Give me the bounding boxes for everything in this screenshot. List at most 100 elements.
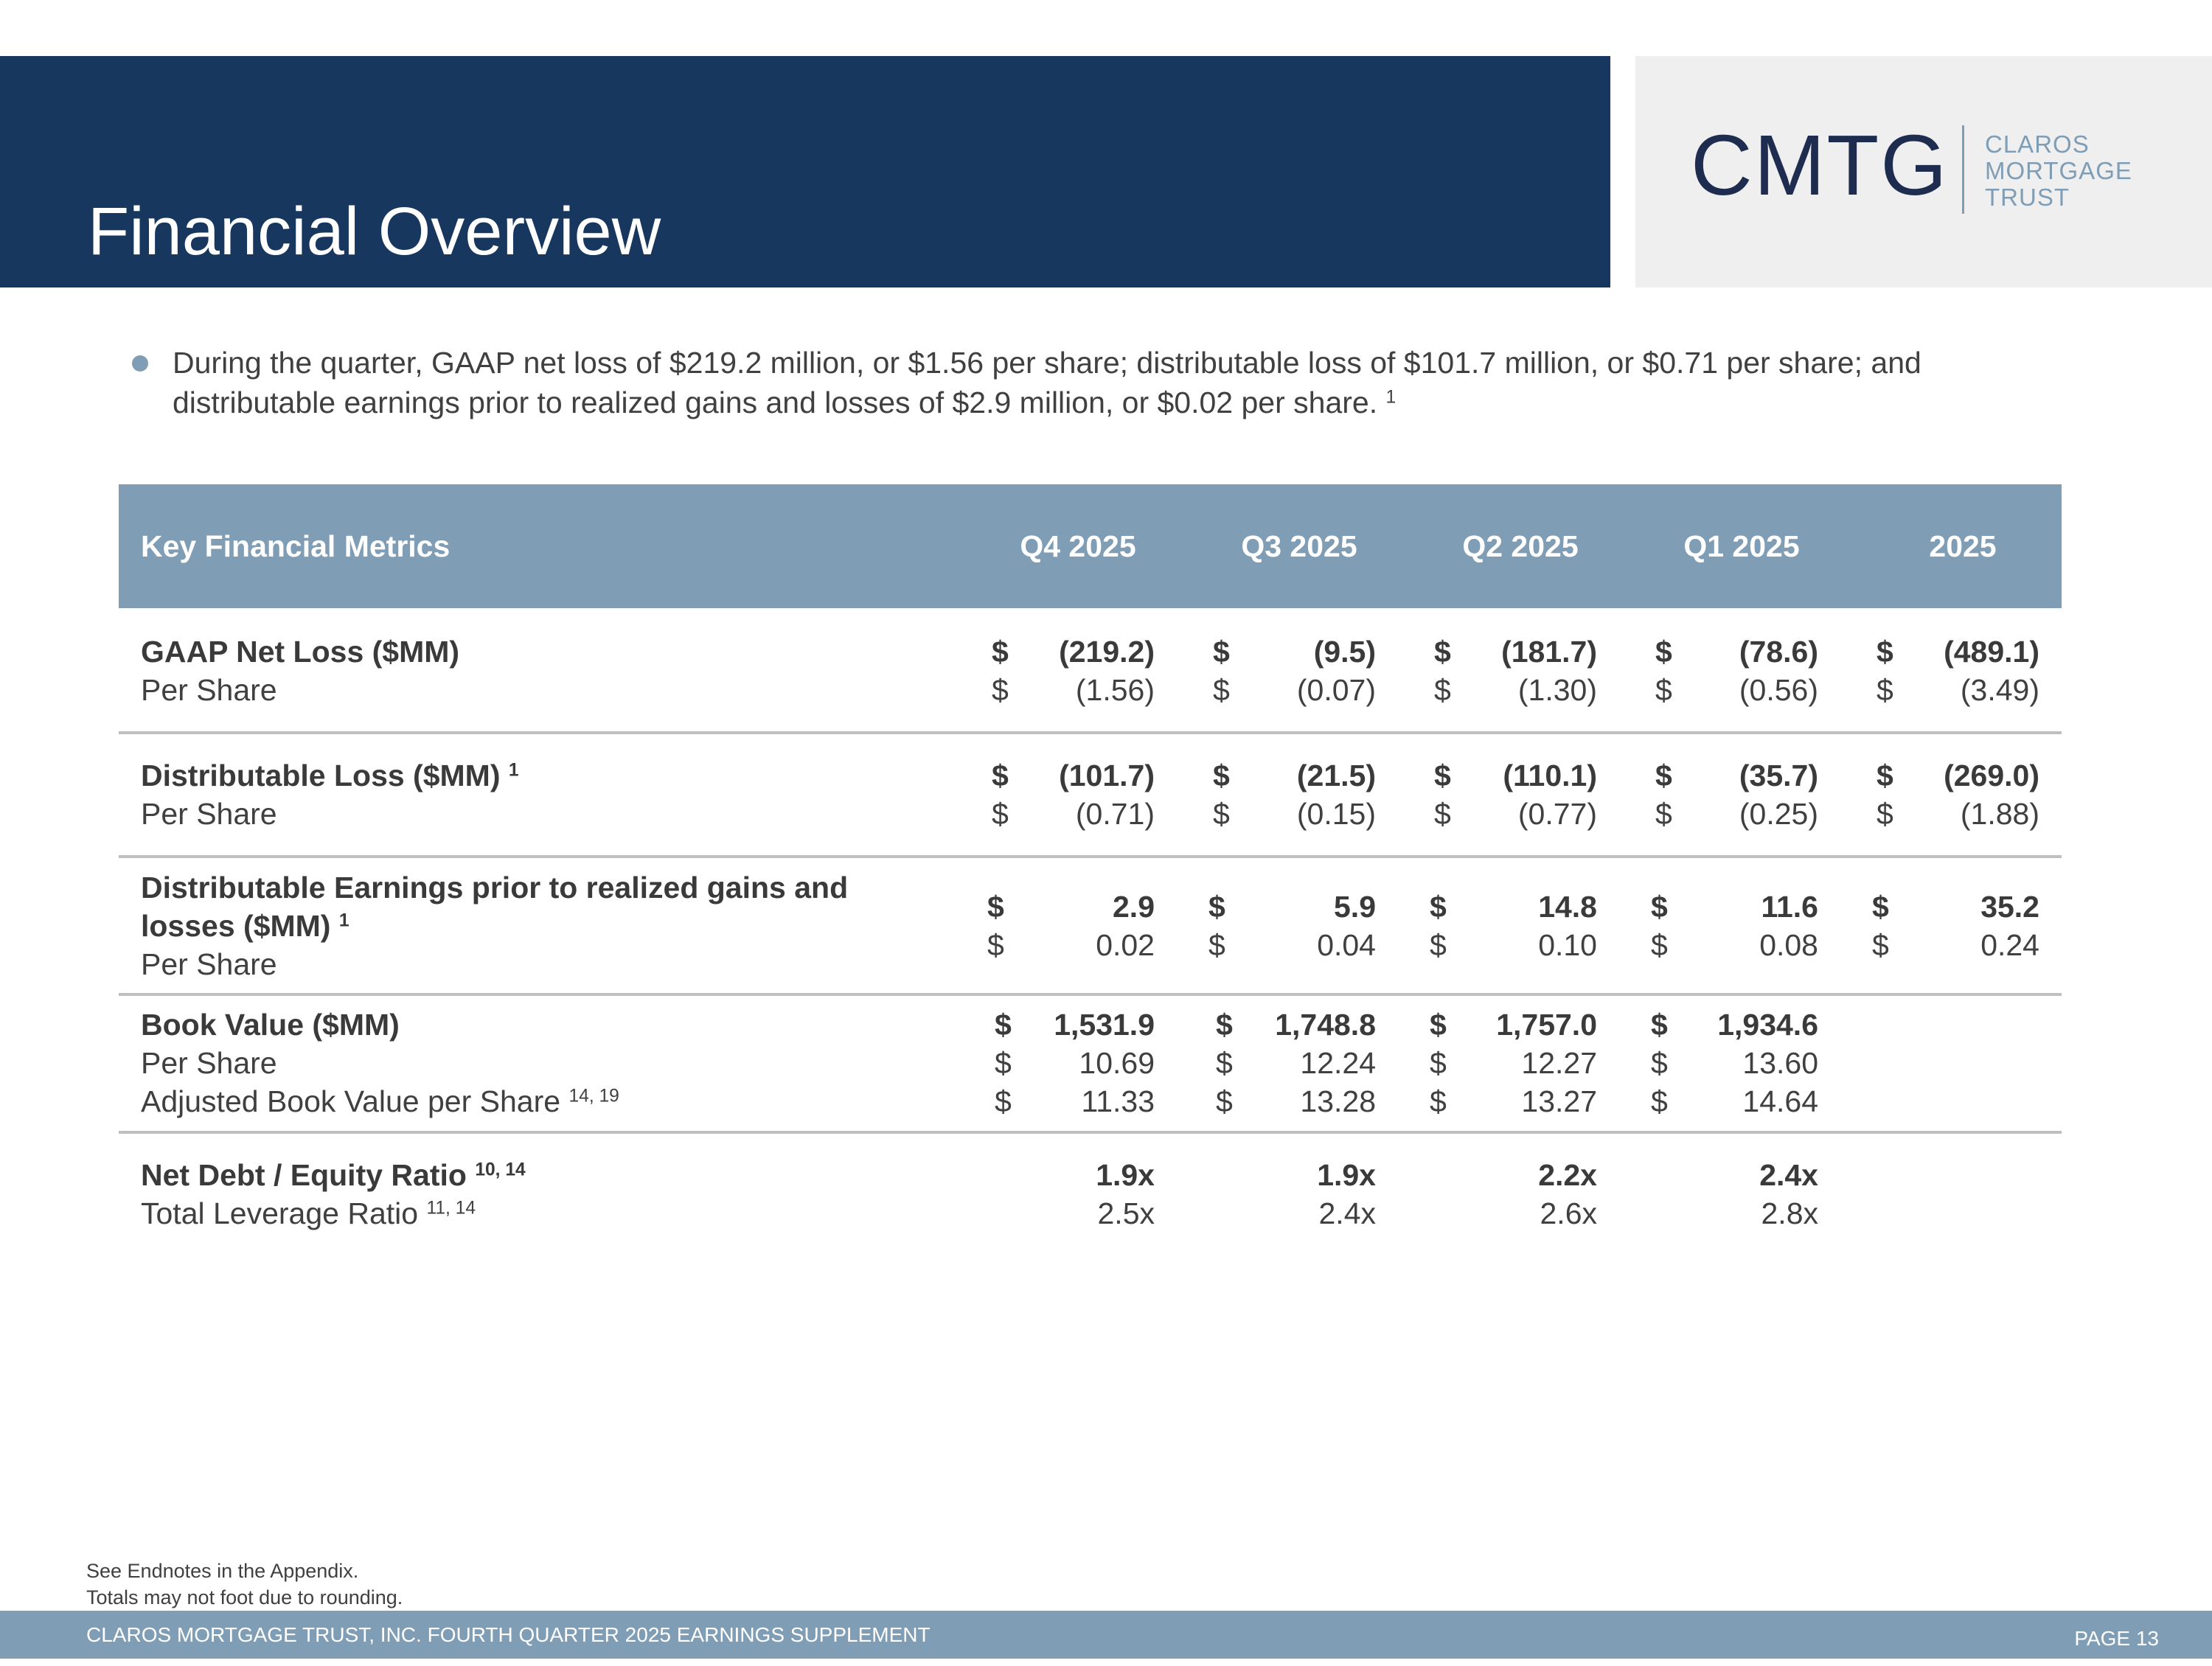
page-title: Financial Overview	[88, 194, 661, 269]
value-cell: (1.56)	[1075, 673, 1155, 707]
company-logo-name: CLAROS MORTGAGE TRUST	[1985, 131, 2132, 211]
value-cell: 12.24	[1300, 1046, 1376, 1080]
rounding-note: Totals may not foot due to rounding.	[86, 1586, 403, 1609]
bullet-icon	[132, 355, 148, 372]
value-cell: 2.8x	[1761, 1196, 1819, 1230]
summary-bullet: During the quarter, GAAP net loss of $21…	[173, 343, 2060, 422]
value-cell: 1,934.6	[1717, 1008, 1818, 1042]
value-cell: (0.71)	[1075, 797, 1155, 831]
value-cell: 0.08	[1759, 928, 1818, 962]
currency-symbol: $	[1877, 673, 1893, 707]
value-cell: (0.07)	[1296, 673, 1376, 707]
summary-text: During the quarter, GAAP net loss of $21…	[173, 346, 1921, 419]
currency-symbol: $	[1872, 928, 1889, 962]
value-cell: 13.60	[1742, 1046, 1818, 1080]
row-label: Adjusted Book Value per Share 14, 19	[141, 1082, 619, 1120]
value-cell: 1.9x	[1317, 1158, 1376, 1192]
currency-symbol: $	[1434, 635, 1451, 669]
value-cell: (0.77)	[1517, 797, 1597, 831]
currency-symbol: $	[1877, 635, 1893, 669]
currency-symbol: $	[995, 1046, 1012, 1080]
row-label-text: Net Debt / Equity Ratio	[141, 1158, 467, 1192]
value-cell: (21.5)	[1296, 759, 1376, 792]
value-cell: (0.25)	[1739, 797, 1818, 831]
currency-symbol: $	[1655, 759, 1672, 792]
footnote-ref: 1	[1385, 387, 1397, 408]
value-cell: (181.7)	[1501, 635, 1597, 669]
currency-symbol: $	[992, 797, 1009, 831]
column-header-q2: Q2 2025	[1462, 529, 1579, 563]
endnotes-note: See Endnotes in the Appendix.	[86, 1560, 359, 1582]
value-cell: 11.6	[1761, 890, 1818, 924]
row-label: Net Debt / Equity Ratio 10, 14	[141, 1156, 526, 1194]
value-cell: (101.7)	[1059, 759, 1155, 792]
currency-symbol: $	[1651, 1008, 1668, 1042]
footnote-ref: 1	[508, 760, 519, 781]
value-cell: 12.27	[1521, 1046, 1597, 1080]
value-cell: 2.6x	[1540, 1196, 1598, 1230]
currency-symbol: $	[1430, 928, 1447, 962]
value-cell: 2.9	[1113, 890, 1155, 924]
value-cell: (489.1)	[1944, 635, 2039, 669]
currency-symbol: $	[995, 1084, 1012, 1118]
currency-symbol: $	[1877, 797, 1893, 831]
column-header-q1: Q1 2025	[1683, 529, 1800, 563]
value-cell: 13.27	[1521, 1084, 1597, 1118]
value-cell: 14.64	[1742, 1084, 1818, 1118]
value-cell: 11.33	[1081, 1084, 1155, 1118]
currency-symbol: $	[1872, 890, 1889, 924]
currency-symbol: $	[992, 635, 1009, 669]
currency-symbol: $	[995, 1008, 1012, 1042]
distributable-loss-group: Distributable Loss ($MM) 1 Per Share $ (…	[119, 756, 2062, 845]
currency-symbol: $	[1651, 890, 1668, 924]
logo-name-line: MORTGAGE	[1985, 157, 2132, 184]
currency-symbol: $	[1651, 928, 1668, 962]
column-header-q4: Q4 2025	[1020, 529, 1136, 563]
page-footer: CLAROS MORTGAGE TRUST, INC. FOURTH QUART…	[0, 1611, 2212, 1659]
value-cell: (1.88)	[1960, 797, 2039, 831]
value-cell: 0.04	[1317, 928, 1376, 962]
row-label: Per Share	[141, 947, 277, 981]
currency-symbol: $	[1430, 1046, 1447, 1080]
row-label: Per Share	[141, 673, 277, 707]
page-number: PAGE 13	[2074, 1627, 2159, 1650]
row-divider	[119, 1131, 2062, 1134]
currency-symbol: $	[1434, 759, 1451, 792]
logo-name-line: TRUST	[1985, 184, 2070, 211]
value-cell: (110.1)	[1503, 759, 1597, 792]
book-value-group: Book Value ($MM) Per Share Adjusted Book…	[119, 1005, 2062, 1123]
table-header: Key Financial Metrics Q4 2025 Q3 2025 Q2…	[119, 484, 2062, 608]
row-label-text: losses ($MM)	[141, 909, 331, 943]
row-label: Per Share	[141, 1046, 277, 1080]
value-cell: (269.0)	[1944, 759, 2039, 792]
value-cell: 0.24	[1980, 928, 2039, 962]
value-cell: (0.15)	[1296, 797, 1376, 831]
leverage-group: Net Debt / Equity Ratio 10, 14 Total Lev…	[119, 1156, 2062, 1237]
value-cell: 0.02	[1096, 928, 1155, 962]
value-cell: 0.10	[1538, 928, 1597, 962]
row-divider	[119, 731, 2062, 734]
currency-symbol: $	[1213, 673, 1230, 707]
column-header-q3: Q3 2025	[1241, 529, 1357, 563]
value-cell: 13.28	[1300, 1084, 1376, 1118]
metric-column-header: Key Financial Metrics	[141, 529, 451, 563]
title-banner	[0, 56, 1610, 287]
value-cell: 2.4x	[1759, 1158, 1818, 1192]
value-cell: 2.4x	[1318, 1196, 1377, 1230]
footer-title: CLAROS MORTGAGE TRUST, INC. FOURTH QUART…	[86, 1623, 931, 1646]
row-label-text: Distributable Loss ($MM)	[141, 759, 501, 792]
footnote-ref: 14, 19	[568, 1086, 619, 1106]
row-divider	[119, 855, 2062, 858]
currency-symbol: $	[1651, 1046, 1668, 1080]
value-cell: (0.56)	[1739, 673, 1818, 707]
row-label-text: Total Leverage Ratio	[141, 1196, 419, 1230]
value-cell: 35.2	[1980, 890, 2039, 924]
currency-symbol: $	[1208, 928, 1225, 962]
currency-symbol: $	[1213, 797, 1230, 831]
value-cell: 1,531.9	[1054, 1008, 1155, 1042]
logo-name-line: CLAROS	[1985, 130, 2090, 158]
footnote-ref: 10, 14	[475, 1160, 526, 1180]
currency-symbol: $	[992, 673, 1009, 707]
row-divider	[119, 993, 2062, 996]
value-cell: (3.49)	[1960, 673, 2039, 707]
